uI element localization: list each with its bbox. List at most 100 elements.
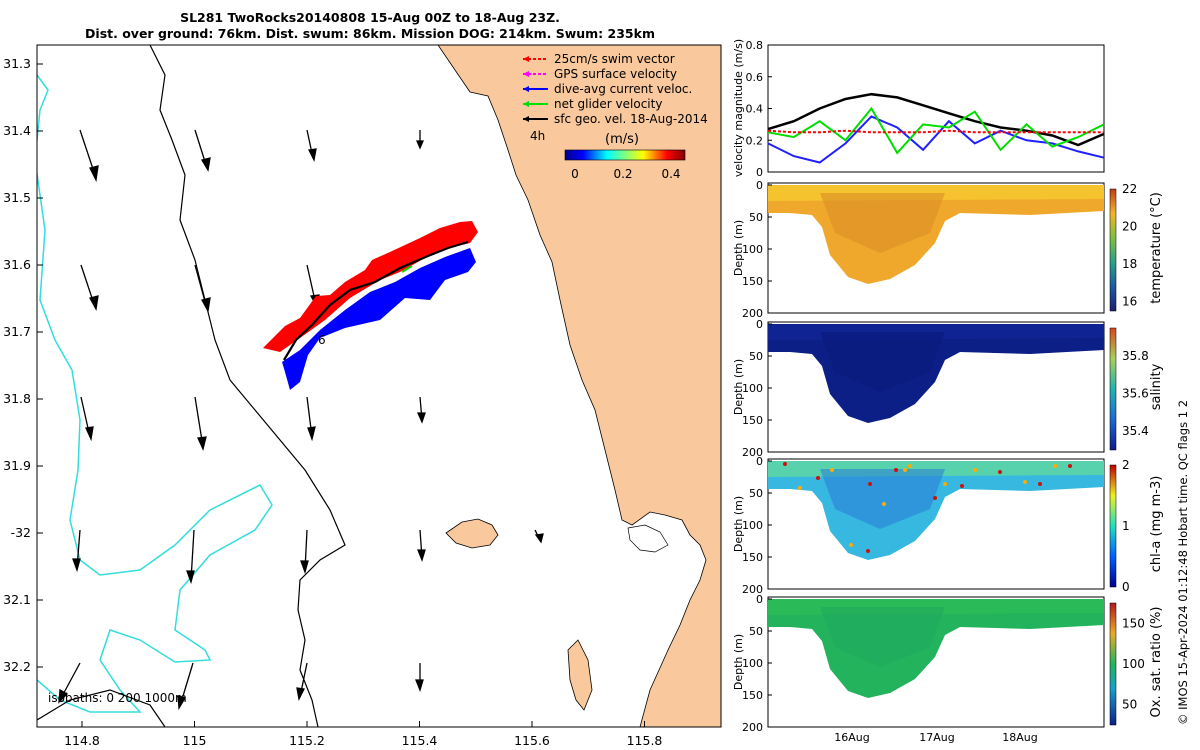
chl-dot-3 (830, 468, 834, 472)
lat-tick-2: 31.5 (3, 190, 31, 205)
imos-imprint: © IMOS 15-Apr-2024 01:12:48 Hobart time.… (1176, 399, 1190, 725)
chl-dot-18 (866, 549, 870, 553)
section-cbar-tick-0-0: 16 (1122, 295, 1137, 309)
lon-tick-0: 114.8 (64, 733, 100, 748)
chl-dot-8 (933, 496, 937, 500)
chl-dot-4 (868, 482, 872, 486)
section-ytick-2-3: 150 (742, 551, 763, 564)
legend-arrowhead-0 (523, 56, 529, 62)
bottom-xtick-1: 17Aug (919, 731, 954, 744)
section-ytick-3-3: 150 (742, 689, 763, 702)
map-frame (36, 44, 722, 728)
section-ytick-3-0: 0 (756, 593, 763, 606)
section-ylabel-3: Depth (m) (732, 634, 745, 690)
chl-dot-6 (894, 468, 898, 472)
lon-tick-5: 115.8 (627, 733, 663, 748)
lat-tick-5: 31.8 (3, 391, 31, 406)
section-cbar-label-0: temperature (°C) (1149, 192, 1164, 304)
section-cbar-tick-1-2: 35.8 (1122, 349, 1149, 363)
section-ytick-3-4: 200 (742, 721, 763, 734)
section-cbar-tick-3-2: 150 (1122, 616, 1145, 630)
isobaths-label: isobaths: 0 200 1000m (48, 691, 187, 705)
bottom-xticks: 16Aug 17Aug 18Aug (834, 731, 1037, 744)
map-lon-ticks: 114.8 115 115.2 115.4 115.6 115.8 (64, 721, 662, 748)
map-colorbar-unit: (m/s) (605, 132, 639, 147)
legend-label-4: sfc geo. vel. 18-Aug-2014 (554, 112, 708, 126)
section-colorbar-3 (1109, 602, 1117, 726)
current-vector-fan (282, 248, 476, 390)
lat-tick-1: 31.4 (3, 123, 31, 138)
section-cbar-tick-2-1: 1 (1122, 519, 1130, 533)
map-plot-area (37, 45, 721, 727)
lon-tick-4: 115.6 (514, 733, 550, 748)
velocity-ytick-2: 0.4 (746, 103, 764, 116)
section-cbar-label-1: salinity (1149, 363, 1164, 410)
section-ylabel-1: Depth (m) (732, 359, 745, 415)
legend-label-1: GPS surface velocity (554, 67, 677, 81)
chl-dot-13 (1023, 480, 1027, 484)
map-colorbar-tick-2: 0.4 (661, 167, 680, 181)
velocity-ytick-1: 0.2 (746, 134, 764, 147)
section-ytick-2-0: 0 (756, 455, 763, 468)
map-colorbar-ticks: 0 0.2 0.4 (571, 167, 680, 181)
lon-tick-1: 115 (183, 733, 207, 748)
velocity-ylabel: velocity magnitude (m/s) (732, 39, 745, 177)
sfc-geostrophic-arrows (58, 129, 544, 711)
chl-dot-14 (1038, 482, 1042, 486)
land-mass (437, 45, 721, 727)
velocity-line-0 (767, 92, 1105, 147)
section-ytick-0-1: 50 (749, 211, 763, 224)
track-label-4h: 4h (530, 129, 545, 143)
section-core-1 (820, 332, 945, 392)
section-ytick-2-2: 100 (742, 519, 763, 532)
section-ytick-1-2: 100 (742, 382, 763, 395)
map-colorbar (564, 149, 686, 161)
section-cbar-tick-2-0: 0 (1122, 580, 1130, 594)
bottom-xtick-2: 18Aug (1002, 731, 1037, 744)
section-cbar-tick-1-0: 35.4 (1122, 424, 1149, 438)
lat-tick-6: 31.9 (3, 458, 31, 473)
lat-tick-0: 31.3 (3, 56, 31, 71)
section-ytick-1-4: 200 (742, 446, 763, 459)
section-core-3 (820, 607, 945, 667)
section-cbar-tick-3-1: 100 (1122, 657, 1145, 671)
section-cbar-tick-1-1: 35.6 (1122, 387, 1149, 401)
isobath-200m (149, 45, 346, 727)
track-label-6: 6 (318, 333, 326, 347)
section-ytick-0-0: 0 (756, 179, 763, 192)
legend-arrowhead-1 (523, 71, 529, 77)
section-colorbar-1 (1109, 327, 1117, 451)
velocity-line-3 (767, 129, 1104, 134)
section-core-2 (820, 469, 945, 529)
section-colorbar-2 (1109, 464, 1117, 588)
section-cbar-tick-3-0: 50 (1122, 698, 1137, 712)
chl-dot-10 (960, 484, 964, 488)
garden-island (445, 518, 499, 549)
chl-dot-5 (882, 502, 886, 506)
section-ylabel-2: Depth (m) (732, 496, 745, 552)
chl-dot-16 (1068, 464, 1072, 468)
velocity-yticks: 0 0.2 0.4 0.6 0.8 (746, 39, 772, 179)
chl-dot-11 (973, 468, 977, 472)
velocity-line-2 (767, 106, 1105, 155)
section-colorbar-0 (1109, 188, 1117, 312)
section-cbar-label-3: Ox. sat. ratio (%) (1149, 607, 1164, 718)
bottom-xtick-0: 16Aug (834, 731, 869, 744)
section-ytick-0-4: 200 (742, 307, 763, 320)
plot-title-line2: Dist. over ground: 76km. Dist. swum: 86k… (85, 26, 655, 41)
chl-dot-9 (943, 482, 947, 486)
legend-label-3: net glider velocity (554, 97, 662, 111)
section-cbar-tick-2-2: 2 (1122, 458, 1130, 472)
section-ytick-3-2: 100 (742, 657, 763, 670)
section-ytick-1-0: 0 (756, 318, 763, 331)
map-colorbar-tick-0: 0 (571, 167, 579, 181)
imprint-text: © IMOS 15-Apr-2024 01:12:48 Hobart time.… (1176, 399, 1190, 725)
chl-dot-12 (998, 470, 1002, 474)
section-cbar-tick-0-1: 18 (1122, 257, 1137, 271)
legend-label-0: 25cm/s swim vector (554, 52, 675, 66)
velocity-ytick-0: 0 (756, 166, 763, 179)
glider-track (283, 240, 469, 361)
chl-dot-17 (849, 543, 853, 547)
legend-arrowhead-3 (523, 101, 529, 107)
